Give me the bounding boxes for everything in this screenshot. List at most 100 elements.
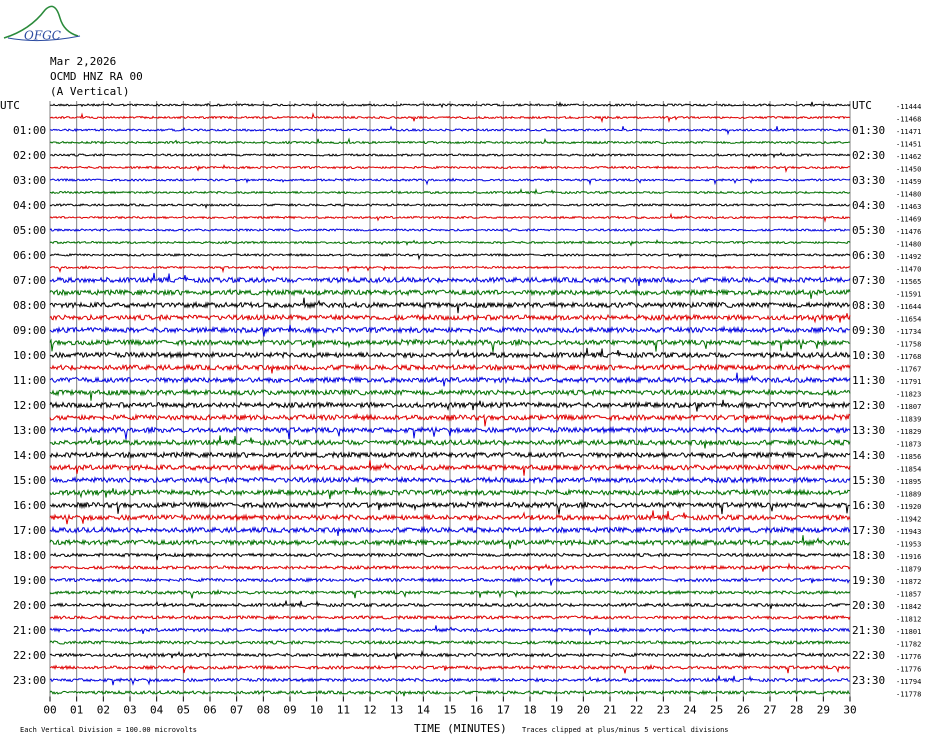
left-time-label: UTC <box>0 99 20 112</box>
x-tick-label: 12 <box>363 704 376 717</box>
x-tick-label: 06 <box>203 704 216 717</box>
left-time-label: 02:00 <box>13 149 46 162</box>
trace <box>49 288 851 299</box>
clip-note: Traces clipped at plus/minus 5 vertical … <box>522 726 729 734</box>
trace <box>49 588 851 599</box>
offset-label: -11856 <box>896 453 921 461</box>
left-time-label: 10:00 <box>13 349 46 362</box>
trace <box>49 112 851 124</box>
left-time-label: 03:00 <box>13 174 46 187</box>
trace <box>49 535 851 549</box>
left-time-label: 15:00 <box>13 474 46 487</box>
x-tick-label: 11 <box>337 704 350 717</box>
trace <box>49 347 851 360</box>
right-time-label: 19:30 <box>852 574 885 587</box>
x-tick-label: 27 <box>763 704 776 717</box>
x-tick-label: 07 <box>230 704 243 717</box>
right-time-label: 06:30 <box>852 249 885 262</box>
offset-label: -11444 <box>896 103 921 111</box>
offset-label: -11776 <box>896 653 921 661</box>
right-time-label: 04:30 <box>852 199 885 212</box>
trace <box>49 525 851 536</box>
offset-label: -11462 <box>896 153 921 161</box>
right-time-label: 20:30 <box>852 599 885 612</box>
trace <box>49 188 851 195</box>
trace <box>49 577 851 586</box>
scale-note: Each Vertical Division = 100.00 microvol… <box>20 726 197 734</box>
x-tick-label: 04 <box>150 704 164 717</box>
x-tick-label: 19 <box>550 704 563 717</box>
offset-label: -11591 <box>896 291 921 299</box>
right-time-label: 22:30 <box>852 649 885 662</box>
trace <box>49 600 851 609</box>
trace <box>49 460 851 476</box>
offset-label: -11768 <box>896 353 921 361</box>
x-tick-label: 15 <box>443 704 456 717</box>
trace <box>49 152 851 159</box>
offset-label: -11801 <box>896 628 921 636</box>
logo-mark <box>3 5 79 39</box>
trace <box>49 552 851 561</box>
left-time-label: 20:00 <box>13 599 46 612</box>
left-time-label: 13:00 <box>13 424 46 437</box>
trace <box>49 663 851 674</box>
component: (A Vertical) <box>50 85 129 98</box>
x-tick-label: 03 <box>123 704 136 717</box>
x-tick-label: 13 <box>390 704 403 717</box>
left-time-label: 09:00 <box>13 324 46 337</box>
offset-label: -11767 <box>896 366 921 374</box>
trace <box>49 297 851 314</box>
left-time-label: 04:00 <box>13 199 46 212</box>
x-axis-label: TIME (MINUTES) <box>414 722 507 735</box>
trace <box>49 313 851 324</box>
trace <box>49 425 851 440</box>
left-time-label: 14:00 <box>13 449 46 462</box>
trace <box>49 363 851 374</box>
x-tick-label: 22 <box>630 704 643 717</box>
x-tick-label: 16 <box>470 704 483 717</box>
offset-label: -11857 <box>896 591 921 599</box>
trace <box>49 614 851 621</box>
left-time-label: 19:00 <box>13 574 46 587</box>
left-time-label: 12:00 <box>13 399 46 412</box>
offset-label: -11823 <box>896 391 921 399</box>
offset-label: -11492 <box>896 253 921 261</box>
offset-label: -11778 <box>896 691 921 699</box>
x-tick-label: 18 <box>523 704 536 717</box>
right-time-label: 08:30 <box>852 299 885 312</box>
offset-label: -11812 <box>896 616 921 624</box>
trace <box>49 272 851 286</box>
offset-label: -11782 <box>896 641 921 649</box>
right-time-label: 18:30 <box>852 549 885 562</box>
right-time-label: 17:30 <box>852 524 885 537</box>
trace <box>49 689 851 697</box>
trace <box>49 562 851 572</box>
logo-swoosh <box>7 35 81 42</box>
x-tick-label: 23 <box>657 704 670 717</box>
offset-label: -11470 <box>896 266 921 274</box>
offset-label: -11872 <box>896 578 921 586</box>
trace <box>49 649 851 660</box>
offset-label: -11829 <box>896 428 921 436</box>
left-time-label: 23:00 <box>13 674 46 687</box>
right-time-label: 09:30 <box>852 324 885 337</box>
right-time-label: 15:30 <box>852 474 885 487</box>
offset-label: -11758 <box>896 341 921 349</box>
right-time-label: 14:30 <box>852 449 885 462</box>
trace <box>49 177 851 186</box>
offset-label: -11942 <box>896 516 921 524</box>
offset-label: -11734 <box>896 328 921 336</box>
offset-label: -11459 <box>896 178 921 186</box>
offset-label: -11480 <box>896 191 921 199</box>
x-tick-label: 20 <box>577 704 590 717</box>
x-tick-label: 08 <box>257 704 270 717</box>
x-tick-label: 30 <box>843 704 856 717</box>
trace <box>49 625 851 636</box>
offset-label: -11644 <box>896 303 921 311</box>
offset-label: -11953 <box>896 541 921 549</box>
x-tick-label: 17 <box>497 704 510 717</box>
right-time-label: 02:30 <box>852 149 885 162</box>
right-time-label: 05:30 <box>852 224 885 237</box>
trace <box>49 101 851 109</box>
